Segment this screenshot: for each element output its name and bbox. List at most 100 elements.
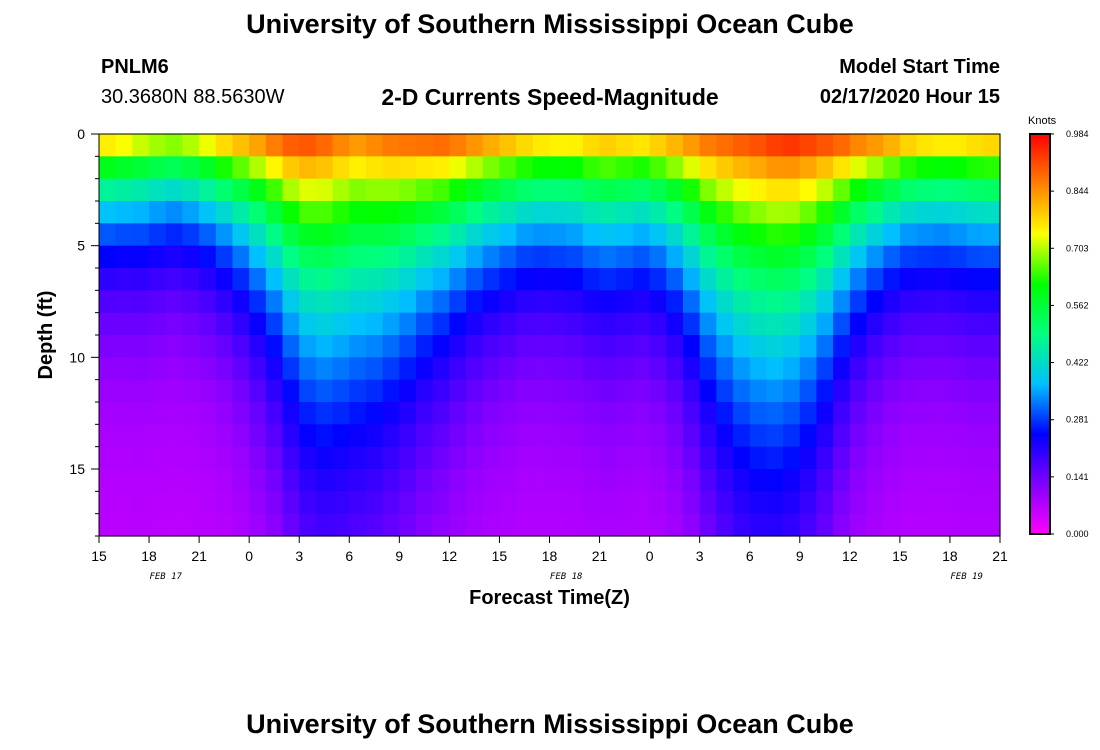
heatmap-cell [566,201,584,224]
heatmap-cell [616,513,634,537]
heatmap-cell [616,469,634,492]
heatmap-cell [799,290,818,314]
heatmap-cell [766,446,784,470]
heatmap-cell [249,357,267,381]
heatmap-cell [566,245,584,269]
heatmap-cell [182,491,200,515]
heatmap-cell [983,223,1001,247]
heatmap-cell [566,424,584,448]
heatmap-cell [365,335,384,358]
heatmap-cell [532,379,551,403]
heatmap-cell [165,268,184,291]
heatmap-cell [666,335,684,358]
heatmap-cell [933,290,951,314]
heatmap-cell [466,446,484,470]
heatmap-cell [849,513,868,537]
heatmap-cell [733,513,751,537]
heatmap-cell [783,357,801,381]
heatmap-cell [482,290,501,314]
heatmap-cell [482,312,501,336]
heatmap-cell [382,424,400,448]
heatmap-cell [582,513,601,537]
heatmap-cell [816,402,834,425]
heatmap-cell [849,223,868,247]
heatmap-cell [599,178,617,202]
heatmap-cell [432,402,450,425]
heatmap-cell [766,424,784,448]
heatmap-cell [416,201,434,224]
heatmap-cell [165,491,184,515]
x-tick-label: 18 [542,548,558,564]
heatmap-cell [733,469,751,492]
heatmap-cell [466,513,484,537]
heatmap-cell [365,134,384,157]
heatmap-cell [265,491,284,515]
heatmap-cell [899,290,918,314]
heatmap-cell [99,491,117,515]
heatmap-cell [733,201,751,224]
heatmap-cell [666,178,684,202]
heatmap-cell [716,469,734,492]
heatmap-cell [966,335,984,358]
heatmap-cell [983,201,1001,224]
heatmap-cell [199,469,217,492]
heatmap-cell [582,335,601,358]
heatmap-cell [549,335,567,358]
heatmap-cell [115,424,133,448]
heatmap-cell [165,357,184,381]
heatmap-cell [315,379,334,403]
heatmap-cell [349,201,367,224]
heatmap-cell [833,201,851,224]
heatmap-cell [733,379,751,403]
heatmap-cell [849,290,868,314]
heatmap-cell [849,357,868,381]
heatmap-cell [749,513,768,537]
heatmap-cell [599,312,617,336]
heatmap-cell [282,290,300,314]
heatmap-cell [149,201,167,224]
heatmap-cell [299,402,317,425]
heatmap-cell [365,357,384,381]
heatmap-cell [866,402,884,425]
heatmap-cell [349,446,367,470]
x-tick-label: 21 [992,548,1008,564]
heatmap-cell [349,245,367,269]
heatmap-cell [566,268,584,291]
heatmap-cell [249,245,267,269]
heatmap-cell [783,379,801,403]
heatmap-cell [149,357,167,381]
heatmap-cell [799,402,818,425]
x-day-label: FEB 18 [550,572,583,582]
heatmap-cell [949,245,968,269]
heatmap-cell [382,268,400,291]
heatmap-cell [933,156,951,180]
heatmap-cell [799,469,818,492]
heatmap-cell [766,134,784,157]
heatmap-cell [749,134,768,157]
heatmap-cell [766,245,784,269]
heatmap-cell [899,134,918,157]
heatmap-cell [232,424,250,448]
heatmap-cell [766,156,784,180]
heatmap-cell [849,446,868,470]
heatmap-cell [299,312,317,336]
heatmap-cell [382,491,400,515]
heatmap-cell [716,424,734,448]
heatmap-cell [249,446,267,470]
heatmap-cell [949,513,968,537]
heatmap-cell [516,156,534,180]
heatmap-cell [833,446,851,470]
heatmap-cell [432,268,450,291]
heatmap-cell [966,357,984,381]
heatmap-cell [99,357,117,381]
heatmap-cell [315,201,334,224]
heatmap-cell [182,201,200,224]
heatmap-cell [816,223,834,247]
heatmap-cell [916,402,934,425]
heatmap-cell [482,156,501,180]
heatmap-cell [215,357,234,381]
heatmap-cell [816,290,834,314]
heatmap-cell [949,424,968,448]
heatmap-cell [749,245,768,269]
heatmap-cell [716,156,734,180]
